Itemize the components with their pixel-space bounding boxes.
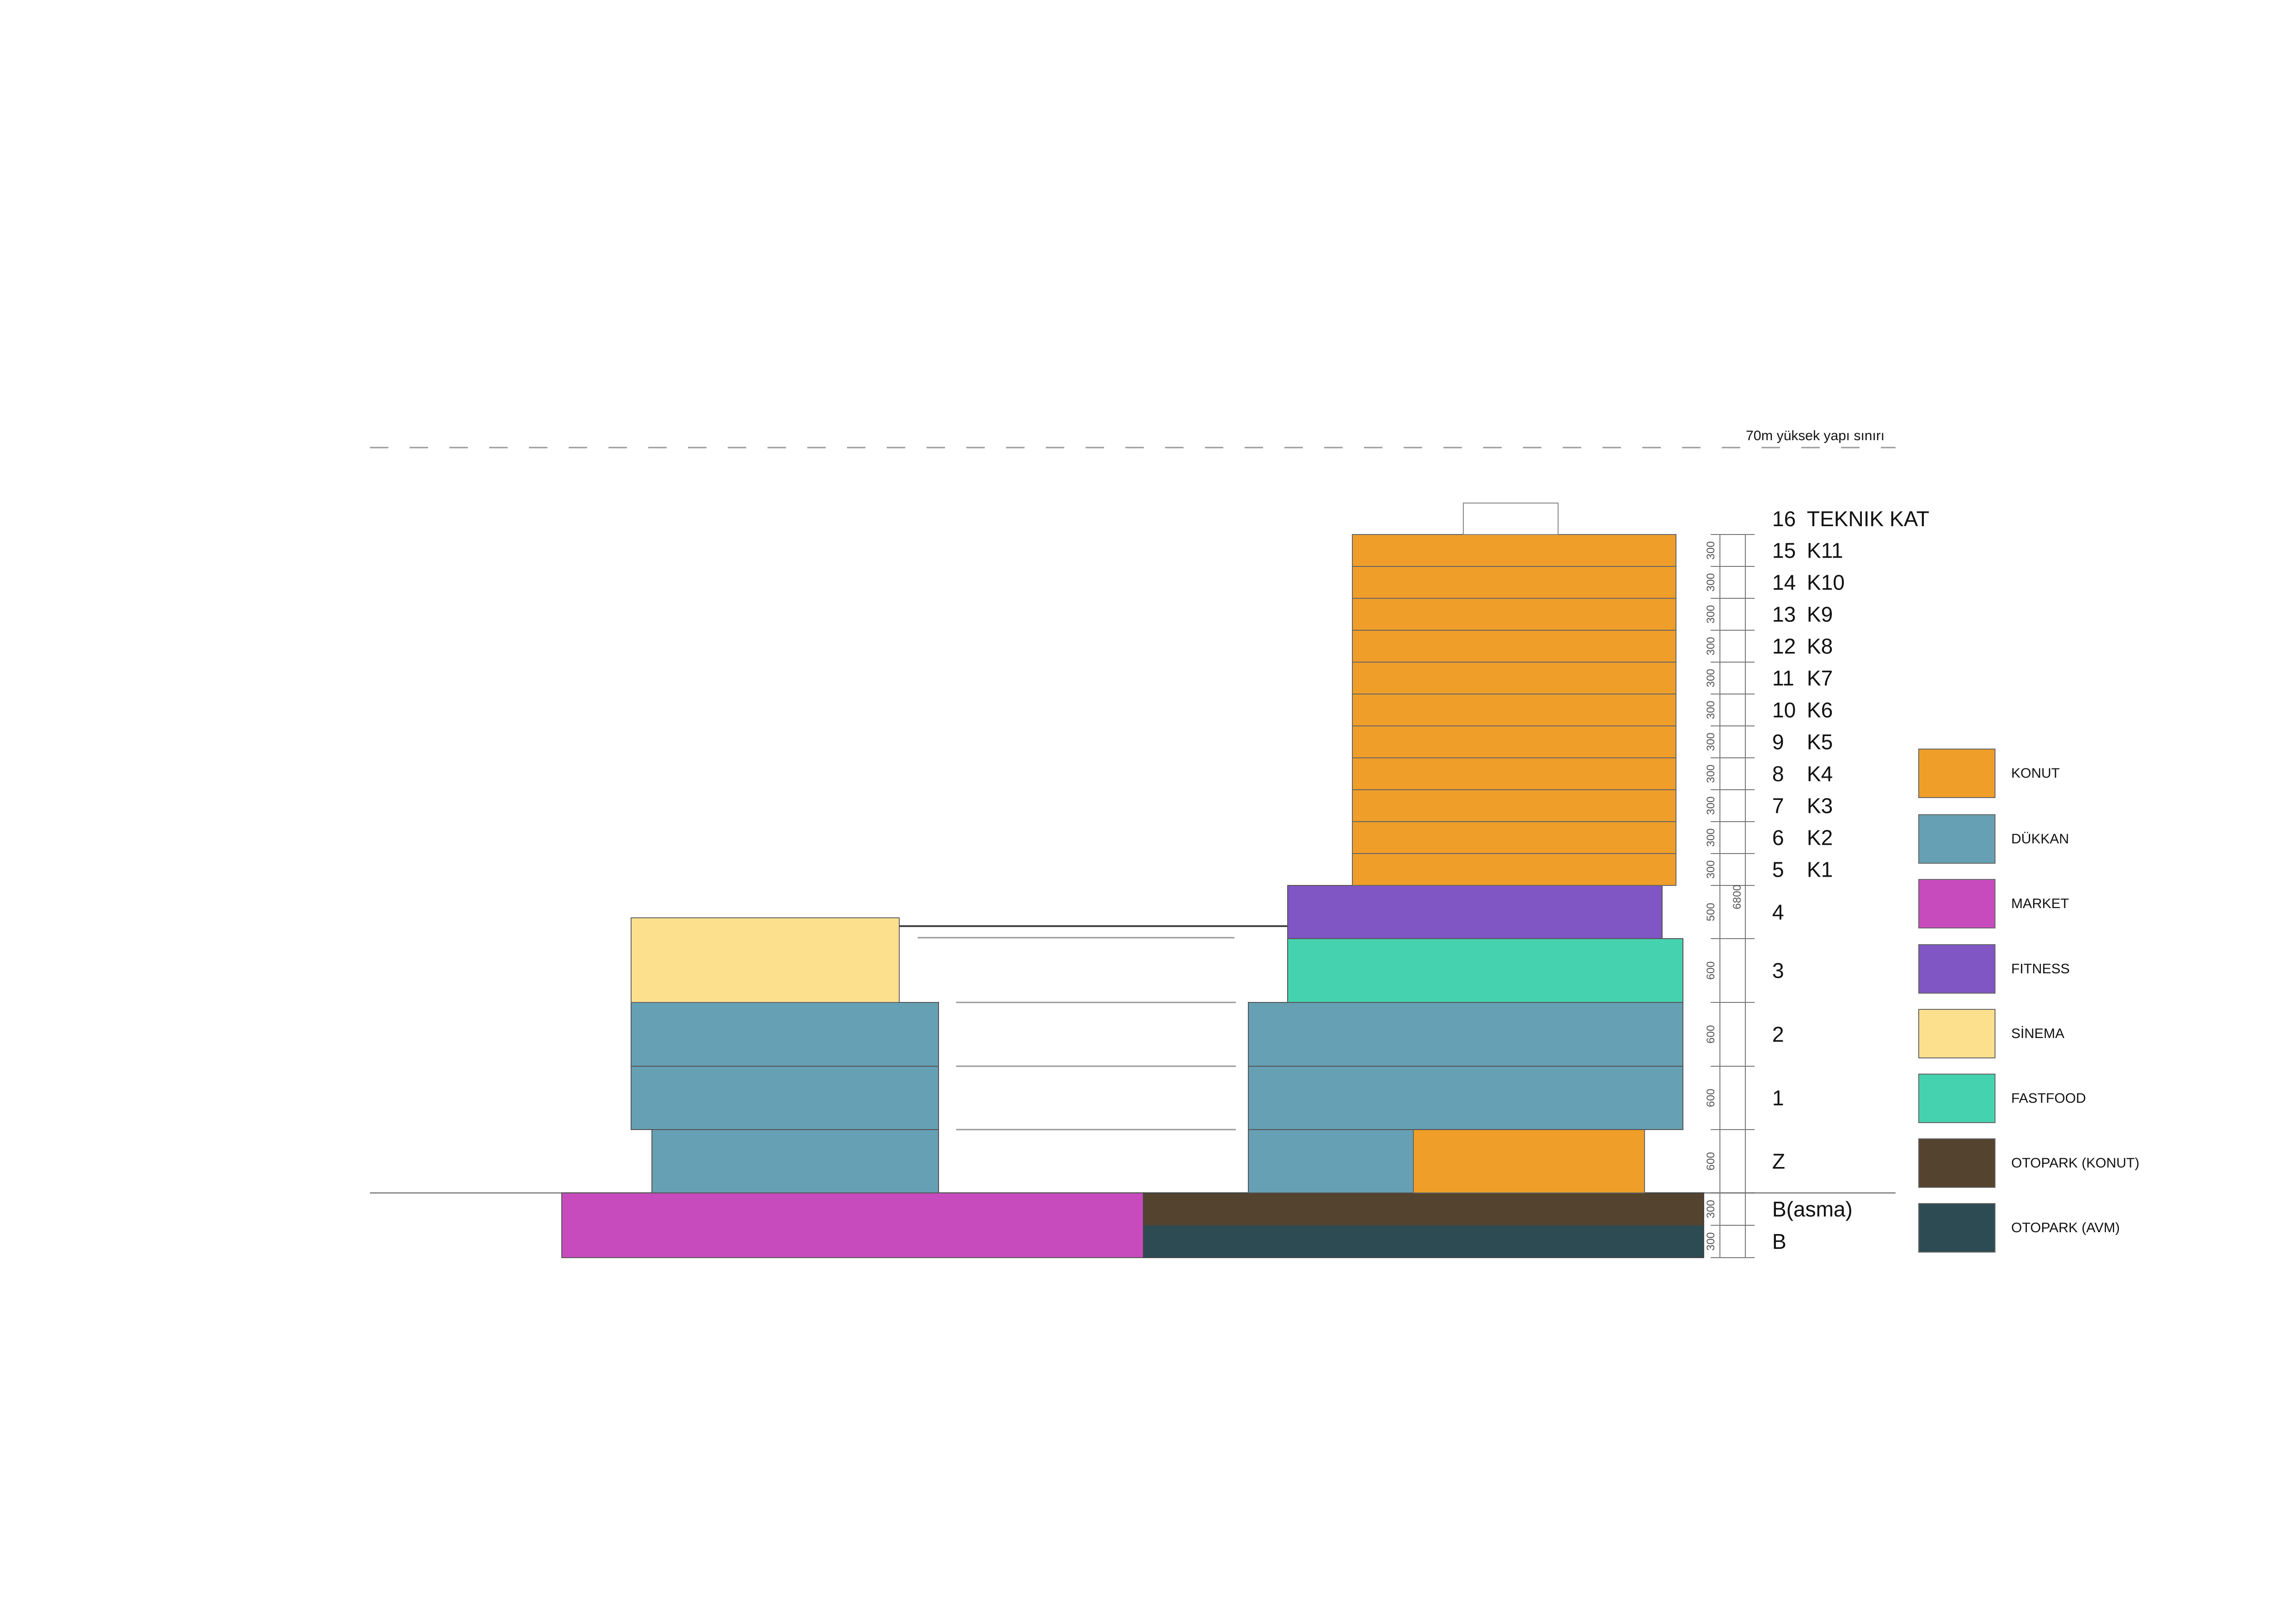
otopark-konut-block [1143,1192,1704,1226]
legend-swatch [1918,879,1995,928]
floor-name: K7 [1807,666,1833,690]
left-sinema [631,917,900,1003]
legend-swatch [1918,1138,1995,1188]
floor-number: 1 [1772,1086,1784,1110]
floor-name: K4 [1807,762,1833,786]
floor-name: K6 [1807,698,1833,722]
legend-swatch [1918,814,1995,864]
konut-floor [1352,630,1676,663]
fitness-block [1287,885,1663,939]
dimension-value: 300 [1705,669,1717,687]
dimension-value: 600 [1705,1152,1717,1170]
legend-swatch [1918,1009,1995,1058]
floor-number: 3 [1772,958,1784,983]
dimension-value: 300 [1705,541,1717,559]
konut-floor [1352,757,1676,790]
floor-number: 7 [1772,794,1784,818]
floor-number: B [1772,1229,1786,1253]
legend-label: OTOPARK (KONUT) [2011,1155,2139,1171]
legend-label: MARKET [2011,896,2069,911]
dimension-value: 600 [1705,961,1717,980]
konut-floor [1352,566,1676,599]
floor-number: 14 [1772,571,1796,595]
dimension-value: 300 [1705,828,1717,847]
legend-swatch [1918,944,1995,994]
floor-name: K2 [1807,826,1833,850]
dimension-value: 300 [1705,1232,1717,1251]
legend-label: DÜKKAN [2011,831,2069,847]
dimension-chain: 300 300 300 300 300 300 300 300 300 300 300 500 600 6… [1705,534,1755,1258]
floor-number: 10 [1772,698,1796,722]
legend-label: SİNEMA [2011,1026,2064,1041]
legend-swatch [1918,749,1995,798]
konut-floor [1352,598,1676,631]
konut-floor [1352,534,1676,567]
right-dukkan-2 [1248,1002,1683,1067]
floor-name: K10 [1807,571,1845,595]
legend-swatch [1918,1074,1995,1123]
konut-floor [1352,789,1676,822]
dimension-value: 500 [1705,903,1717,921]
floor-number: Z [1772,1149,1785,1173]
height-limit-label: 70m yüksek yapı sınırı [1746,428,1885,443]
floor-name: K9 [1807,602,1833,627]
floor-number: 8 [1772,762,1784,786]
dimension-value: 300 [1705,573,1717,591]
floor-name: K11 [1807,539,1843,563]
konut-floor [1352,662,1676,694]
dimension-value: 300 [1705,732,1717,751]
legend-swatch [1918,1203,1995,1253]
konut-floor [1352,694,1676,726]
left-dukkan-1 [631,1066,939,1130]
dimension-value: 300 [1705,637,1717,655]
legend-label: OTOPARK (AVM) [2011,1220,2120,1235]
fastfood-block [1287,938,1683,1003]
technical-floor-block [1463,503,1559,535]
otopark-avm-block [1143,1225,1704,1258]
dimension-value: 300 [1705,1200,1717,1218]
legend-label: FITNESS [2011,961,2070,977]
floor-number: 12 [1772,634,1796,658]
right-konut-z [1413,1129,1645,1193]
left-dukkan-2 [631,1002,939,1067]
left-dukkan-z [651,1129,939,1193]
total-dimension-value: 6800 [1731,885,1743,909]
floor-number: 6 [1772,826,1784,850]
dimension-value: 300 [1705,796,1717,815]
floor-name: K5 [1807,730,1833,754]
dimension-value: 300 [1705,860,1717,879]
floor-number: 15 [1772,539,1796,563]
floor-number: 4 [1772,900,1784,924]
floor-number: 16 [1772,507,1796,531]
konut-tower [1352,534,1676,886]
floor-number: 11 [1772,666,1794,690]
dimension-value: 300 [1705,700,1717,719]
floor-number: 13 [1772,602,1796,627]
floor-number: B(asma) [1772,1197,1853,1221]
floor-number: 5 [1772,858,1784,882]
floor-name: TEKNIK KAT [1807,507,1929,531]
konut-floor [1352,821,1676,854]
dimension-value: 600 [1705,1025,1717,1044]
right-dukkan-1 [1248,1066,1683,1130]
legend-label: KONUT [2011,766,2060,781]
floor-name: K8 [1807,634,1833,658]
floor-number: 9 [1772,730,1784,754]
floor-name: K3 [1807,794,1833,818]
dimension-value: 300 [1705,764,1717,783]
konut-floor [1352,853,1676,886]
dimension-value: 600 [1705,1088,1717,1107]
floor-number: 2 [1772,1022,1784,1046]
legend-label: FASTFOOD [2011,1091,2086,1106]
floor-name: K1 [1807,858,1833,882]
dimension-value: 300 [1705,605,1717,623]
market-block [561,1192,1144,1258]
right-dukkan-z [1248,1129,1414,1193]
konut-floor [1352,725,1676,758]
legend: KONUT DÜKKAN MARKET FITNESS SİNEMA FASTFOOD OT… [1918,749,2139,1253]
